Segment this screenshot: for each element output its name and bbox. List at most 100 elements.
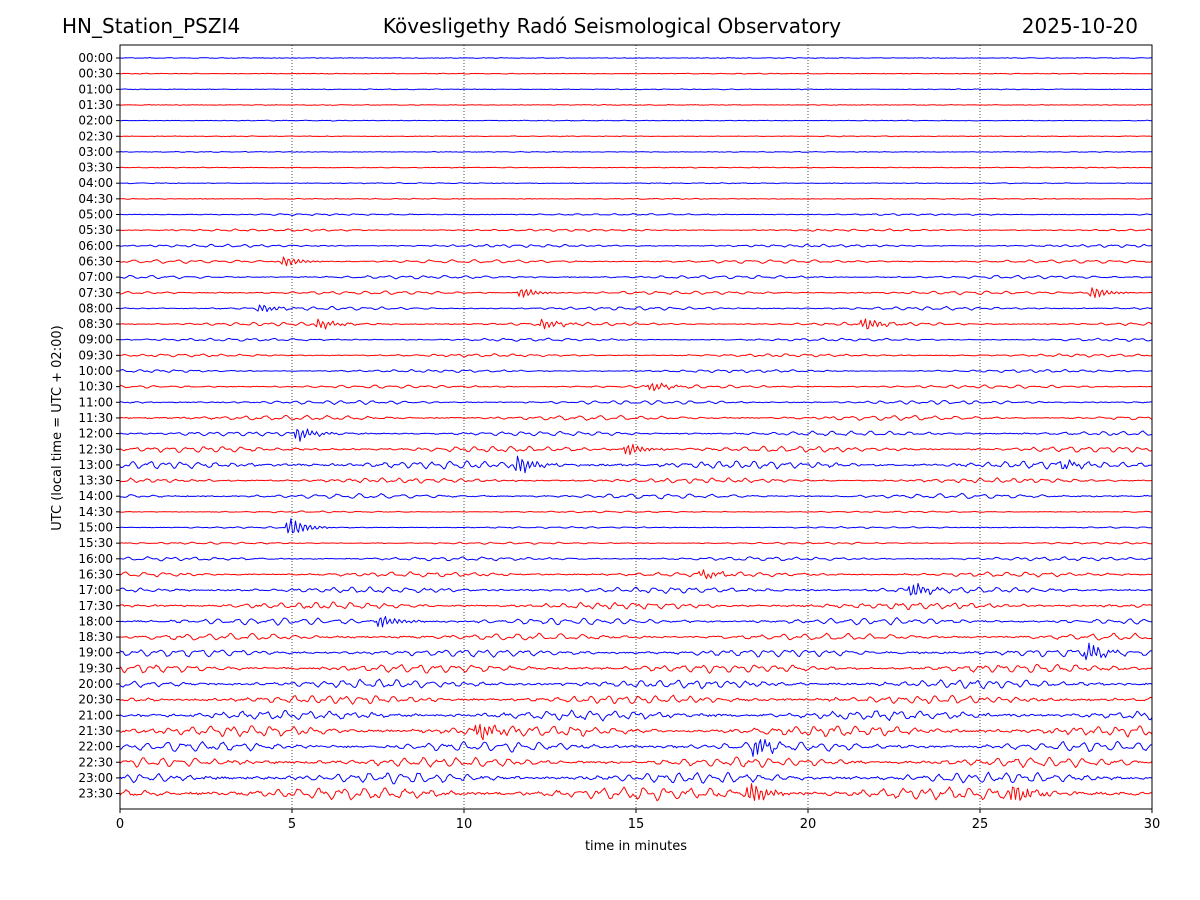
y-tick-label: 06:00 [78,239,113,253]
y-tick-label: 21:30 [78,724,113,738]
chart-title: Kövesligethy Radó Seismological Observat… [382,14,842,38]
y-tick-label: 14:00 [78,489,113,503]
x-tick-label: 20 [800,817,817,832]
y-tick-label: 06:30 [78,254,113,268]
trace-0730 [119,287,1153,299]
y-tick-label: 23:30 [78,787,113,801]
y-tick-label: 09:00 [78,333,113,347]
trace-1730 [119,601,1153,610]
y-tick-label: 00:30 [78,67,113,81]
x-axis-label: time in minutes [585,839,687,854]
gridlines [291,45,981,809]
y-tick-label: 05:30 [78,223,113,237]
y-tick-label: 03:30 [78,161,113,175]
trace-0200 [119,119,1153,122]
trace-group [119,57,1153,802]
trace-0030 [119,72,1153,75]
y-tick-label: 20:00 [78,677,113,691]
y-tick-label: 11:00 [78,395,113,409]
y-tick-label: 13:00 [78,458,113,472]
x-tick-label: 30 [1144,817,1161,832]
trace-0300 [119,151,1153,153]
y-tick-label: 21:00 [78,708,113,722]
y-tick-label: 10:30 [78,380,113,394]
trace-0830 [119,318,1153,330]
x-tick-label: 15 [628,817,645,832]
trace-2030 [119,694,1153,705]
x-axis: 0 5 10 15 20 25 30 [116,809,1160,832]
trace-1830 [119,632,1152,641]
trace-1930 [119,663,1153,674]
trace-1230 [119,443,1153,456]
y-tick-label: 04:30 [78,192,113,206]
trace-2300 [119,771,1153,785]
y-tick-label: 02:00 [78,114,113,128]
trace-1030 [119,382,1153,392]
trace-2130 [120,723,1153,741]
trace-2200 [119,739,1153,757]
trace-0400 [120,182,1153,185]
y-tick-label: 12:00 [78,427,113,441]
y-tick-label: 19:30 [78,661,113,675]
trace-2330 [119,783,1153,802]
y-tick-label: 10:00 [78,364,113,378]
trace-0430 [119,197,1152,200]
trace-1800 [119,616,1153,628]
y-tick-label: 22:00 [78,740,113,754]
y-tick-label: 16:00 [78,552,113,566]
trace-1530 [119,541,1153,545]
x-tick-label: 10 [456,817,473,832]
y-tick-label: 05:00 [78,208,113,222]
y-tick-label: 03:00 [78,145,113,159]
y-tick-label: 17:30 [78,599,113,613]
trace-0800 [119,304,1153,313]
x-tick-label: 5 [288,817,296,832]
y-tick-label: 18:30 [78,630,113,644]
trace-2230 [119,756,1153,769]
y-tick-label: 01:30 [78,98,113,112]
y-tick-label: 02:30 [78,129,113,143]
x-tick-label: 0 [116,817,124,832]
y-tick-label: 01:00 [78,82,113,96]
trace-0600 [119,243,1153,248]
y-tick-label: 07:30 [78,286,113,300]
trace-2100 [119,709,1153,722]
trace-1200 [119,428,1153,442]
trace-0330 [119,166,1153,169]
trace-0130 [119,104,1152,106]
y-tick-label: 19:00 [78,646,113,660]
trace-1700 [119,582,1153,596]
station-name: HN_Station_PSZI4 [62,14,241,38]
trace-0000 [119,57,1153,59]
y-tick-label: 15:00 [78,521,113,535]
trace-1000 [119,369,1153,374]
y-tick-label: 18:00 [78,614,113,628]
trace-1330 [119,477,1152,484]
trace-2000 [119,678,1153,690]
y-tick-label: 14:30 [78,505,113,519]
trace-0500 [119,213,1153,216]
trace-1900 [119,642,1153,661]
y-tick-label: 07:00 [78,270,113,284]
y-tick-label: 20:30 [78,693,113,707]
trace-1300 [119,455,1153,474]
chart-date: 2025-10-20 [1021,14,1138,38]
trace-0630 [119,256,1153,267]
y-tick-label: 00:00 [78,51,113,65]
y-tick-label: 08:00 [78,301,113,315]
y-tick-label: 04:00 [78,176,113,190]
trace-0700 [119,274,1153,280]
trace-1500 [119,518,1152,534]
trace-1430 [119,510,1153,514]
trace-1130 [119,414,1153,421]
trace-0900 [119,337,1153,342]
y-tick-label: 08:30 [78,317,113,331]
y-tick-label: 17:00 [78,583,113,597]
y-tick-label: 22:30 [78,755,113,769]
y-tick-label: 13:30 [78,474,113,488]
y-tick-label: 16:30 [78,567,113,581]
y-tick-label: 11:30 [78,411,113,425]
trace-0100 [120,88,1153,91]
